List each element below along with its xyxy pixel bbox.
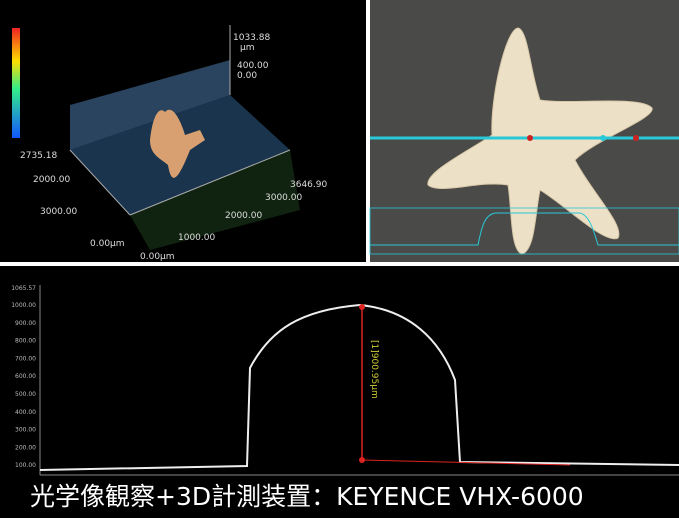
- label: 1033.88: [233, 33, 270, 43]
- label: 0.00µm: [90, 239, 125, 249]
- panel-profile: [0, 266, 679, 518]
- color-bar: [12, 28, 20, 138]
- label: 400.00: [237, 61, 269, 71]
- starfish: [427, 27, 653, 255]
- caption: 光学像観察+3D計測装置：KEYENCE VHX-6000: [30, 482, 584, 511]
- back-wall: [70, 60, 230, 150]
- label: 0.00µm: [140, 252, 175, 262]
- measure-point: [359, 304, 365, 310]
- label: 0.00: [237, 71, 257, 81]
- label: 3000.00: [265, 193, 302, 203]
- label: 3000.00: [40, 207, 77, 217]
- y-axis: [69, 149, 131, 216]
- label: 2000.00: [225, 211, 262, 221]
- y-tick-label: 100.00: [15, 462, 36, 469]
- marker: [633, 135, 639, 141]
- label: 2000.00: [33, 175, 70, 185]
- surface: [150, 109, 205, 178]
- label: 2735.18: [20, 151, 57, 161]
- measurement-label: [1]900.95µm: [369, 340, 379, 399]
- y-tick-label: 400.00: [15, 409, 36, 416]
- label: 3646.90: [290, 180, 327, 190]
- profile-chart: [1]900.95µm 1065.57 1000.00 900.00 800.00 70…: [11, 285, 679, 476]
- profile-box: [369, 207, 679, 255]
- y-tick-label: 1065.57: [11, 285, 36, 292]
- optical-image: [369, 27, 679, 255]
- y-tick-label: 300.00: [15, 427, 36, 434]
- measure-base: [361, 459, 571, 466]
- label: µm: [240, 43, 255, 53]
- marker: [600, 135, 606, 141]
- label: 1000.00: [178, 233, 215, 243]
- marker: [527, 135, 533, 141]
- y-tick-label: 800.00: [15, 338, 36, 345]
- y-tick-label: 500.00: [15, 391, 36, 398]
- plot3d: 1033.88 µm 400.00 0.00 2735.18 2000.00 3…: [12, 25, 327, 262]
- y-tick-label: 900.00: [15, 320, 36, 327]
- x-axis: [129, 149, 291, 216]
- y-tick-label: 700.00: [15, 355, 36, 362]
- y-tick-label: 1000.00: [11, 302, 36, 309]
- y-tick-label: 600.00: [15, 373, 36, 380]
- measure-point: [359, 457, 365, 463]
- front-grid: [130, 150, 300, 250]
- mini-profile: [370, 212, 679, 246]
- y-tick-label: 200.00: [15, 444, 36, 451]
